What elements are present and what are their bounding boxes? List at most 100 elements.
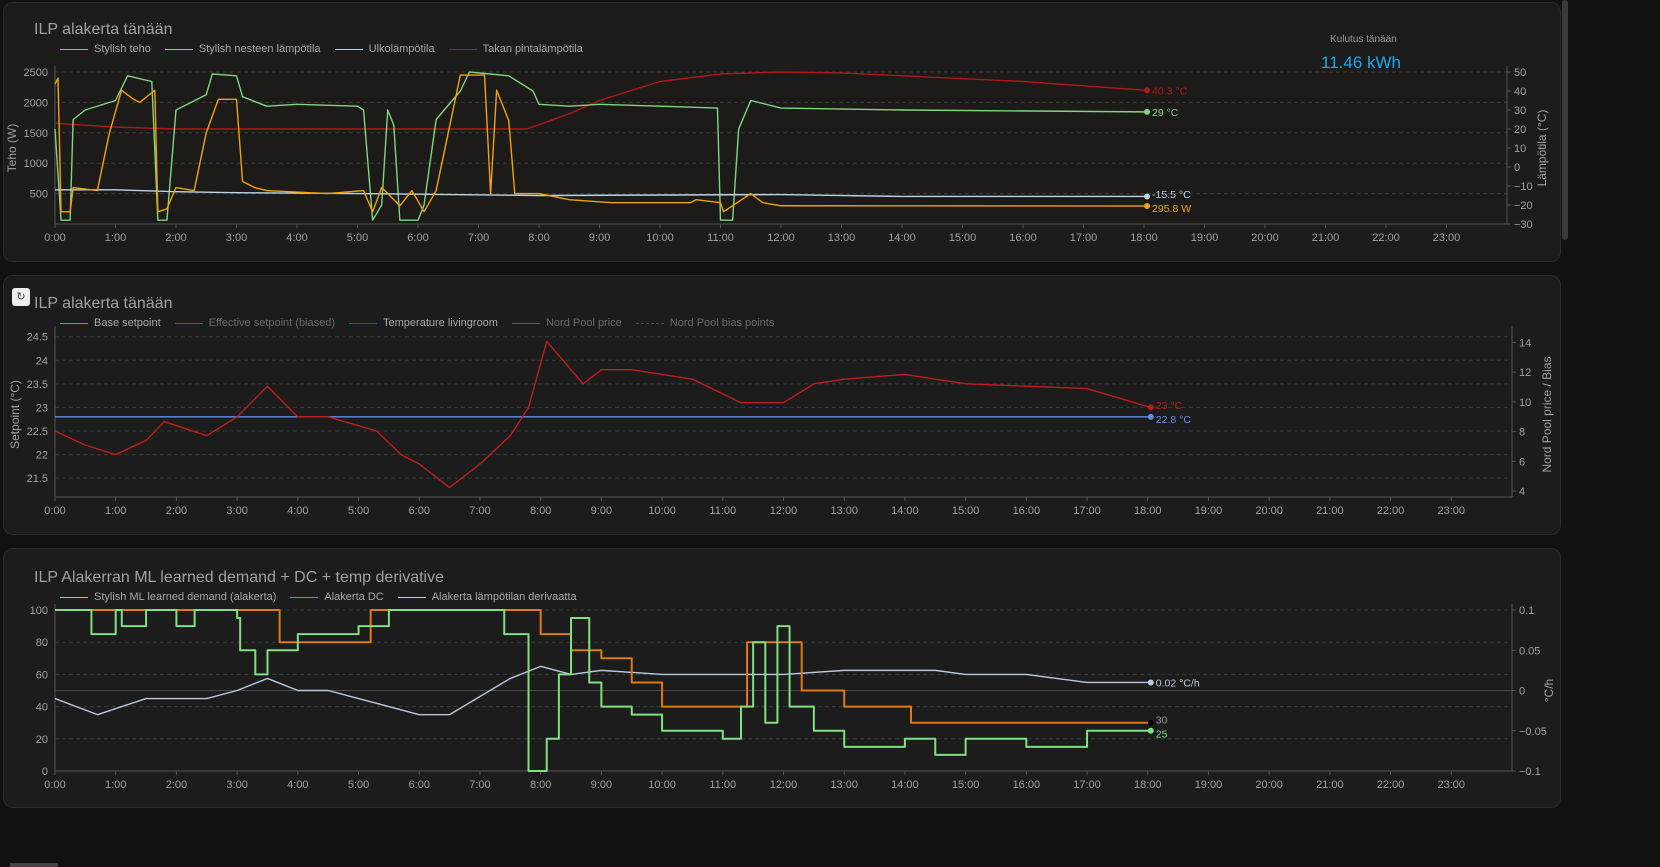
kpi-value: 11.46 kWh: [1321, 53, 1402, 72]
series-end-label: 29 °C: [1152, 107, 1179, 119]
x-tick-label: 8:00: [528, 232, 549, 244]
y2-tick-label: 30: [1514, 105, 1526, 117]
legend-item[interactable]: Ulkolämpötila: [334, 43, 435, 55]
x-tick-label: 15:00: [952, 505, 980, 517]
x-tick-label: 7:00: [468, 232, 489, 244]
legend-item[interactable]: Stylish nesteen lämpötila: [164, 43, 321, 55]
y2-tick-label: 10: [1519, 397, 1531, 409]
chart-title-3: ILP Alakerran ML learned demand + DC + t…: [34, 569, 444, 586]
x-tick-label: 0:00: [44, 779, 65, 791]
x-tick-label: 13:00: [830, 779, 858, 791]
y-tick-label: 0: [42, 766, 48, 778]
x-tick-label: 19:00: [1195, 779, 1223, 791]
legend-label: Stylish nesteen lämpötila: [198, 43, 321, 55]
x-tick-label: 7:00: [469, 779, 490, 791]
x-tick-label: 18:00: [1134, 779, 1162, 791]
x-tick-label: 21:00: [1316, 505, 1344, 517]
y2-tick-label: 14: [1519, 337, 1531, 349]
legend-item[interactable]: Alakerta lämpötilan derivaatta: [397, 591, 577, 603]
x-tick-label: 3:00: [226, 779, 247, 791]
x-tick-label: 15:00: [952, 779, 980, 791]
legend-swatch: [349, 322, 378, 324]
plot-area: [55, 72, 1507, 224]
x-tick-label: 1:00: [105, 232, 126, 244]
y-tick-label: 23.5: [27, 379, 48, 391]
series-end-marker: [1144, 87, 1151, 94]
y2-tick-label: 6: [1519, 456, 1525, 468]
legend-label: Nord Pool price: [545, 317, 622, 329]
legend-label: Stylish teho: [94, 43, 151, 55]
x-tick-label: 20:00: [1251, 232, 1279, 244]
x-tick-label: 22:00: [1372, 232, 1400, 244]
x-tick-label: 2:00: [166, 779, 187, 791]
legend-swatch: [511, 322, 540, 324]
x-tick-label: 13:00: [830, 505, 858, 517]
legend-item[interactable]: Effective setpoint (biased): [174, 317, 335, 329]
series-end-label: 23 °C: [1156, 400, 1183, 412]
y2-tick-label: −30: [1514, 219, 1533, 231]
x-tick-label: 18:00: [1134, 505, 1162, 517]
x-tick-label: 1:00: [105, 779, 126, 791]
horizontal-scrollbar[interactable]: [10, 863, 58, 867]
legend-item[interactable]: Nord Pool bias points: [635, 317, 774, 329]
x-tick-label: 9:00: [591, 505, 612, 517]
y2-tick-label: 20: [1514, 124, 1526, 136]
x-tick-label: 23:00: [1438, 779, 1466, 791]
legend-item[interactable]: Takan pintalämpötila: [448, 43, 583, 55]
x-tick-label: 5:00: [347, 232, 368, 244]
y2-tick-label: −20: [1514, 200, 1533, 212]
series-end-label: 0.02 °C/h: [1156, 677, 1200, 689]
series-line: [55, 189, 1148, 198]
series-end-label: 30: [1156, 715, 1168, 727]
y2-tick-label: 12: [1519, 367, 1531, 379]
legend-label: Base setpoint: [94, 317, 161, 329]
x-tick-label: 2:00: [165, 232, 186, 244]
y-tick-label: 23: [36, 402, 48, 414]
vertical-scrollbar[interactable]: [1562, 0, 1568, 240]
y-tick-label: 2500: [24, 67, 48, 79]
legend-item[interactable]: Stylish ML learned demand (alakerta): [60, 591, 276, 603]
x-tick-label: 11:00: [709, 779, 736, 791]
y2-tick-label: 4: [1519, 486, 1525, 498]
chart-title-2: ILP alakerta tänään: [34, 295, 173, 312]
y-axis-title: Setpoint (°C): [8, 380, 22, 449]
series-end-marker: [1147, 404, 1154, 411]
legend-swatch: [397, 596, 426, 598]
legend-label: Ulkolämpötila: [368, 43, 435, 55]
series-end-label: 40.3 °C: [1152, 85, 1188, 97]
legend-item[interactable]: Base setpoint: [60, 317, 161, 329]
x-tick-label: 16:00: [1013, 505, 1041, 517]
x-tick-label: 8:00: [530, 779, 551, 791]
legend-item[interactable]: Temperature livingroom: [349, 317, 498, 329]
x-tick-label: 14:00: [891, 779, 919, 791]
legend-swatch: [635, 322, 664, 324]
x-tick-label: 5:00: [348, 779, 369, 791]
legend-item[interactable]: Nord Pool price: [511, 317, 622, 329]
x-tick-label: 13:00: [828, 232, 856, 244]
legend-label: Alakerta lämpötilan derivaatta: [431, 591, 577, 603]
series-end-marker: [1144, 193, 1151, 200]
legend-item[interactable]: Alakerta DC: [290, 591, 384, 603]
series-end-marker: [1147, 679, 1154, 686]
x-tick-label: 0:00: [44, 232, 65, 244]
legend-item[interactable]: Stylish teho: [60, 43, 151, 55]
series-end-label: -15.5 °C: [1152, 189, 1191, 201]
y2-tick-label: −0.1: [1519, 766, 1541, 778]
x-tick-label: 23:00: [1438, 505, 1466, 517]
x-tick-label: 7:00: [469, 505, 490, 517]
y2-axis-title: Nord Pool price / Bias: [1540, 356, 1554, 472]
x-tick-label: 12:00: [767, 232, 795, 244]
x-tick-label: 10:00: [646, 232, 674, 244]
x-tick-label: 6:00: [409, 505, 430, 517]
x-tick-label: 22:00: [1377, 505, 1405, 517]
series-line: [55, 609, 1151, 772]
y2-tick-label: 10: [1514, 143, 1526, 155]
legend-swatch: [60, 322, 88, 324]
legend-label: Temperature livingroom: [383, 317, 498, 329]
x-tick-label: 21:00: [1316, 779, 1344, 791]
series-end-label: 295.8 W: [1152, 203, 1191, 215]
y2-tick-label: 50: [1514, 67, 1526, 79]
y-tick-label: 21.5: [27, 473, 48, 485]
refresh-icon[interactable]: ↻: [12, 288, 30, 306]
